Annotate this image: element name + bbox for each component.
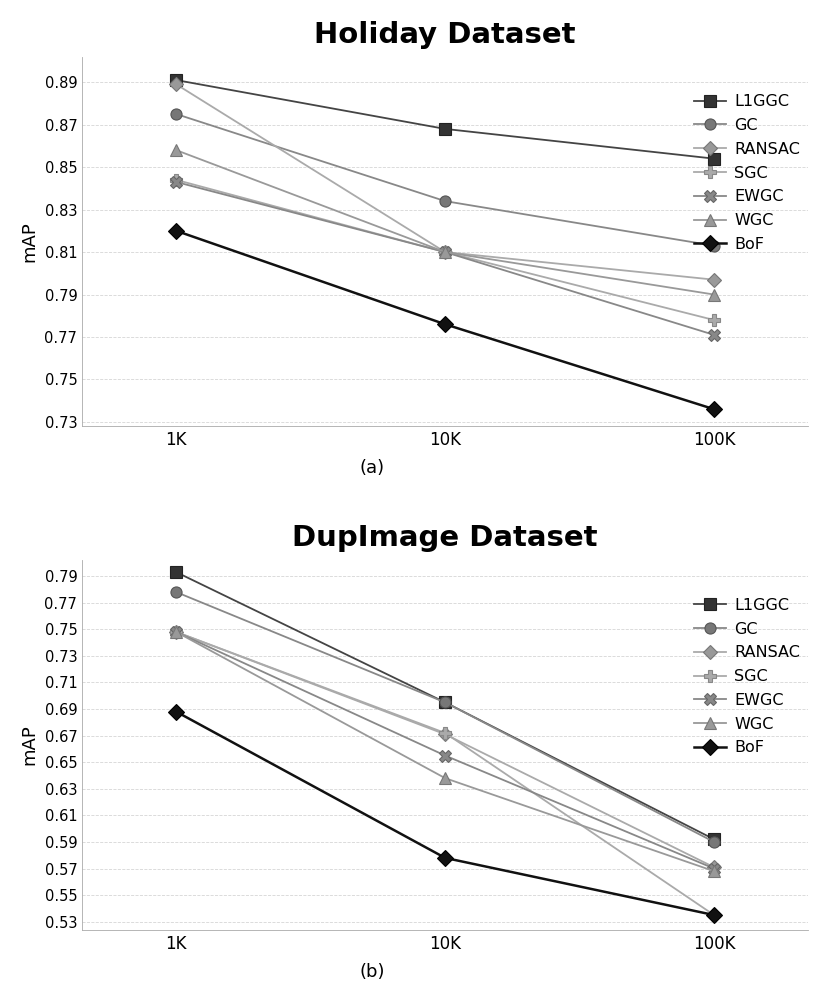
- Text: (a): (a): [359, 459, 385, 477]
- Text: (b): (b): [359, 963, 385, 981]
- Y-axis label: mAP: mAP: [21, 725, 39, 765]
- Legend: L1GGC, GC, RANSAC, SGC, EWGC, WGC, BoF: L1GGC, GC, RANSAC, SGC, EWGC, WGC, BoF: [694, 598, 799, 755]
- Y-axis label: mAP: mAP: [21, 221, 39, 262]
- Legend: L1GGC, GC, RANSAC, SGC, EWGC, WGC, BoF: L1GGC, GC, RANSAC, SGC, EWGC, WGC, BoF: [694, 94, 799, 252]
- Title: Holiday Dataset: Holiday Dataset: [314, 21, 575, 49]
- Title: DupImage Dataset: DupImage Dataset: [292, 524, 597, 552]
